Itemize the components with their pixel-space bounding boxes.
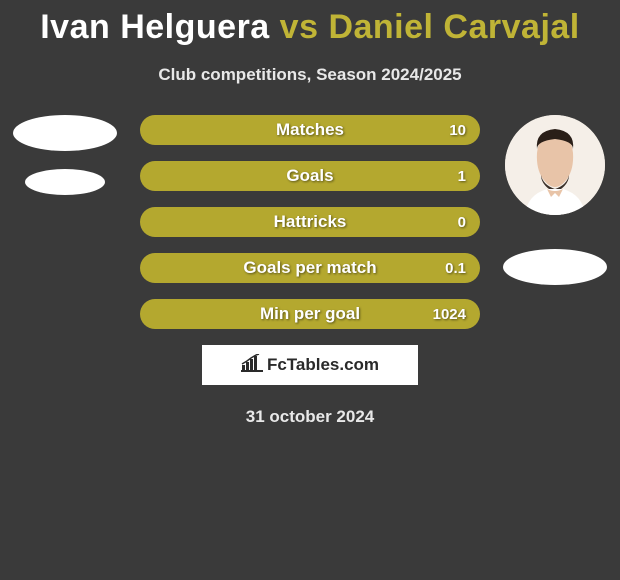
stat-row-gpm: Goals per match 0.1 [140, 253, 480, 283]
player1-avatar-placeholder [13, 115, 117, 151]
player2-column [500, 115, 610, 303]
logo-box[interactable]: FcTables.com [202, 345, 418, 385]
logo-text: FcTables.com [267, 355, 379, 375]
stat-rows: Matches 10 Goals 1 Hattricks 0 Goals per… [140, 115, 480, 329]
stat-label: Goals [286, 166, 333, 186]
comparison-title: Ivan Helguera vs Daniel Carvajal [0, 0, 620, 47]
player2-name: Daniel Carvajal [328, 8, 579, 46]
comparison-content: Matches 10 Goals 1 Hattricks 0 Goals per… [0, 115, 620, 427]
vs-text: vs [280, 8, 319, 46]
player2-team-placeholder [503, 249, 607, 285]
date-text: 31 october 2024 [0, 407, 620, 427]
stat-label: Matches [276, 120, 344, 140]
player1-name: Ivan Helguera [40, 8, 269, 46]
stat-label: Min per goal [260, 304, 360, 324]
stat-row-mpg: Min per goal 1024 [140, 299, 480, 329]
stat-row-hattricks: Hattricks 0 [140, 207, 480, 237]
player2-avatar [505, 115, 605, 215]
stat-right-value: 1 [458, 168, 466, 185]
player1-column [10, 115, 120, 213]
stat-label: Hattricks [274, 212, 347, 232]
stat-right-value: 0.1 [445, 260, 466, 277]
subtitle: Club competitions, Season 2024/2025 [0, 65, 620, 85]
player1-team-placeholder [25, 169, 105, 195]
stat-row-matches: Matches 10 [140, 115, 480, 145]
stat-right-value: 1024 [433, 306, 466, 323]
chart-icon [241, 354, 263, 377]
stat-right-value: 0 [458, 214, 466, 231]
stat-right-value: 10 [449, 122, 466, 139]
stat-label: Goals per match [243, 258, 376, 278]
stat-row-goals: Goals 1 [140, 161, 480, 191]
